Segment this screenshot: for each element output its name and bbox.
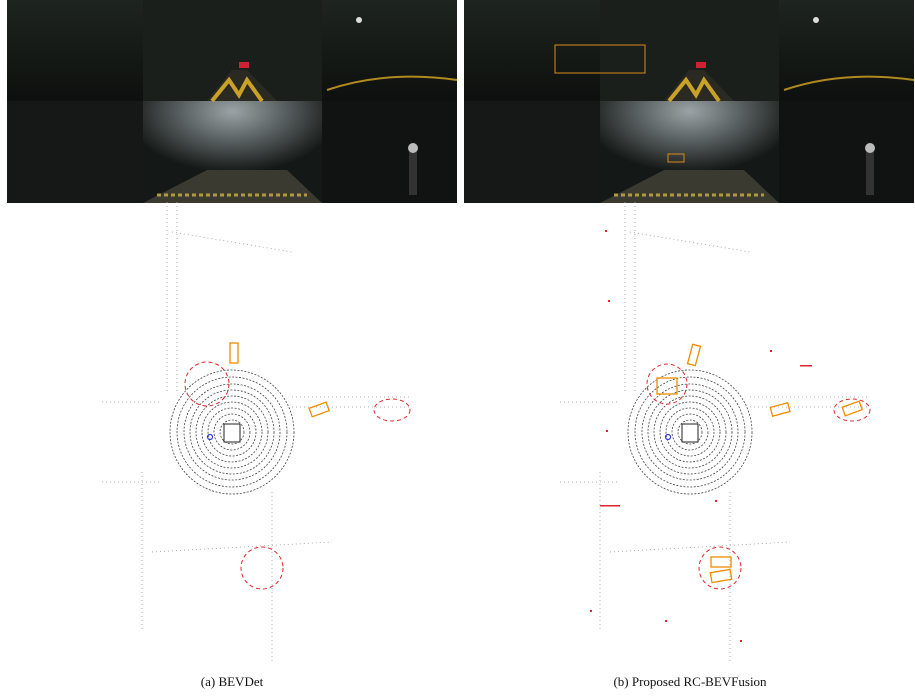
caption: (b) Proposed RC-BEVFusion: [613, 674, 767, 689]
camera-views: [462, 0, 915, 205]
box-3d: [667, 153, 685, 163]
ego-marker: [206, 433, 214, 441]
caption: (a) BEVDet: [201, 674, 264, 689]
detection-boxes: [229, 342, 864, 584]
highlight-circles: [184, 361, 871, 590]
camera-views: [5, 0, 459, 205]
ego-marker: [664, 433, 672, 441]
radar-points: [590, 230, 812, 642]
box-3d: [554, 44, 646, 74]
bev-pointcloud: [101, 201, 413, 663]
